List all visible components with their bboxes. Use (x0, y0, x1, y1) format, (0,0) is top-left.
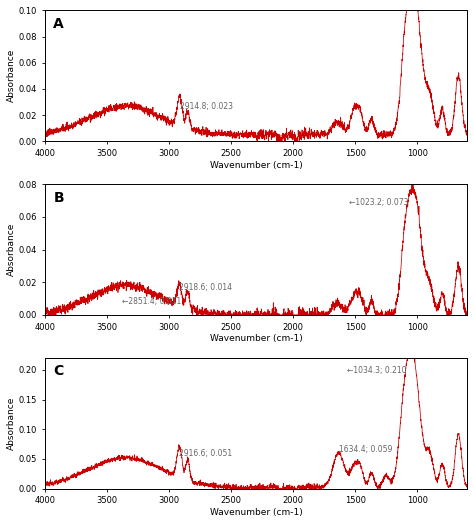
X-axis label: Wavenumber (cm-1): Wavenumber (cm-1) (210, 508, 302, 517)
Text: 2914.8; 0.023: 2914.8; 0.023 (180, 102, 233, 111)
Text: 1634.4; 0.059: 1634.4; 0.059 (338, 444, 392, 454)
Text: 2916.6; 0.051: 2916.6; 0.051 (179, 450, 233, 458)
Text: ←2851.4; 0.011: ←2851.4; 0.011 (122, 297, 181, 307)
Text: ←1023.2; 0.105: ←1023.2; 0.105 (0, 523, 1, 524)
Text: C: C (53, 365, 64, 378)
Y-axis label: Absorbance: Absorbance (7, 223, 16, 276)
Y-axis label: Absorbance: Absorbance (7, 397, 16, 450)
Text: A: A (53, 17, 64, 31)
Y-axis label: Absorbance: Absorbance (7, 49, 16, 103)
Text: ←1023.2; 0.073: ←1023.2; 0.073 (349, 198, 408, 207)
X-axis label: Wavenumber (cm-1): Wavenumber (cm-1) (210, 334, 302, 343)
X-axis label: Wavenumber (cm-1): Wavenumber (cm-1) (210, 160, 302, 170)
Text: B: B (53, 191, 64, 205)
Text: 2918.6; 0.014: 2918.6; 0.014 (179, 283, 232, 292)
Text: ←1034.3; 0.210: ←1034.3; 0.210 (347, 366, 407, 375)
